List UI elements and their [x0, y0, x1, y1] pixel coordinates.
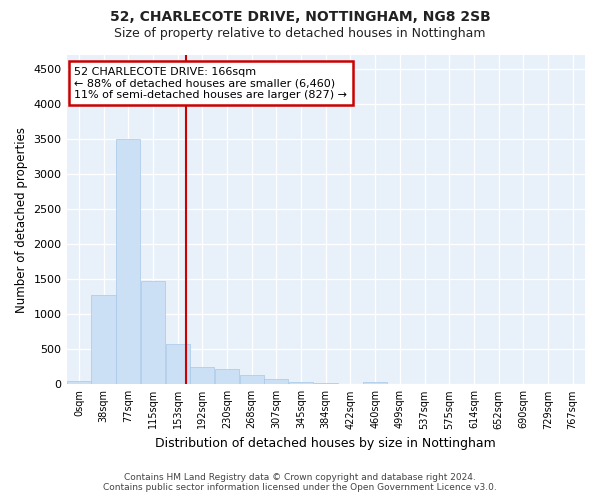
Text: Size of property relative to detached houses in Nottingham: Size of property relative to detached ho… — [114, 28, 486, 40]
Bar — [91, 296, 116, 384]
Bar — [363, 382, 387, 384]
Y-axis label: Number of detached properties: Number of detached properties — [15, 126, 28, 312]
Bar — [166, 344, 190, 385]
Bar — [264, 378, 289, 384]
Text: Contains HM Land Registry data © Crown copyright and database right 2024.
Contai: Contains HM Land Registry data © Crown c… — [103, 473, 497, 492]
Bar — [289, 382, 313, 384]
Text: 52 CHARLECOTE DRIVE: 166sqm
← 88% of detached houses are smaller (6,460)
11% of : 52 CHARLECOTE DRIVE: 166sqm ← 88% of det… — [74, 66, 347, 100]
X-axis label: Distribution of detached houses by size in Nottingham: Distribution of detached houses by size … — [155, 437, 496, 450]
Bar — [141, 282, 165, 385]
Bar — [215, 369, 239, 384]
Bar — [239, 375, 264, 384]
Bar — [67, 381, 91, 384]
Bar — [190, 368, 214, 384]
Bar — [116, 139, 140, 384]
Text: 52, CHARLECOTE DRIVE, NOTTINGHAM, NG8 2SB: 52, CHARLECOTE DRIVE, NOTTINGHAM, NG8 2S… — [110, 10, 490, 24]
